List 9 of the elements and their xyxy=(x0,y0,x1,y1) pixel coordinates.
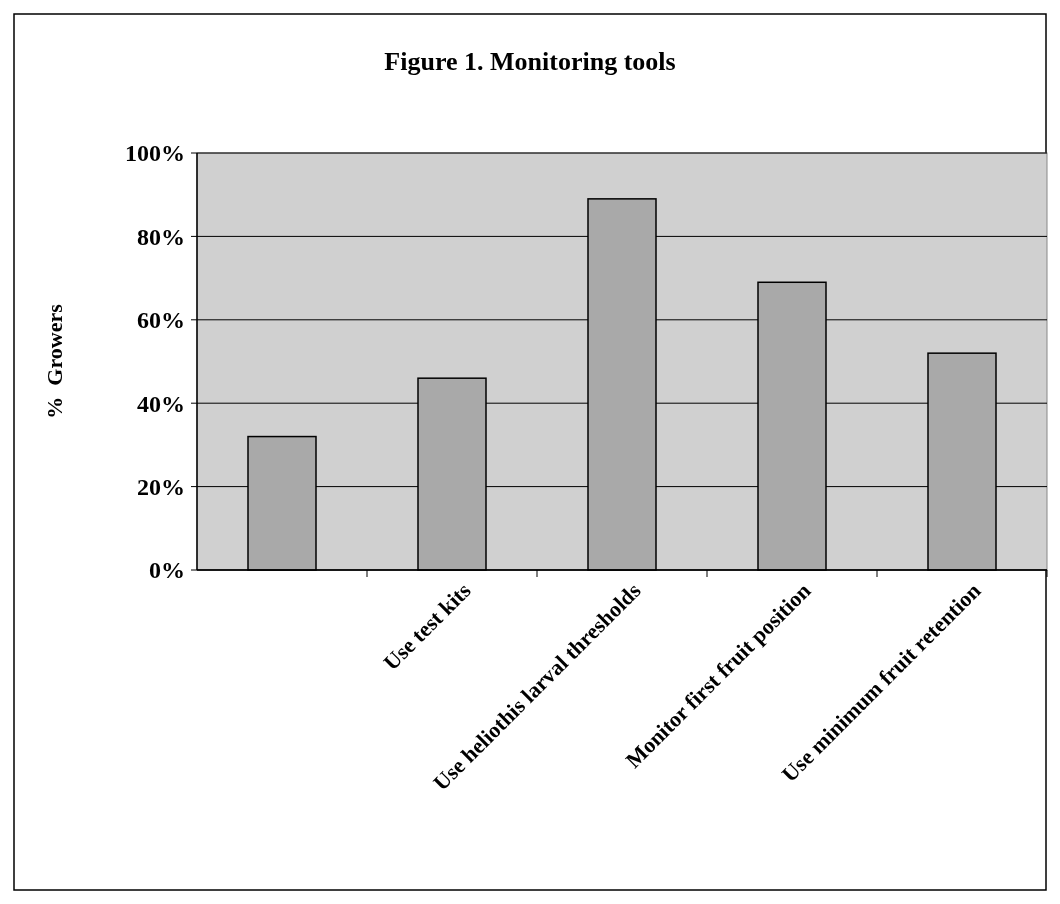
y-axis-title: % Growers xyxy=(42,303,67,419)
y-tick-label: 40% xyxy=(137,390,185,417)
y-tick-label: 80% xyxy=(137,223,185,250)
y-tick-label: 100% xyxy=(125,140,185,167)
x-tick-label: Use test kits xyxy=(378,577,476,676)
y-tick-label: 0% xyxy=(149,557,185,584)
y-tick-label: 20% xyxy=(137,474,185,500)
y-tick-label: 60% xyxy=(137,307,185,334)
chart-title: Figure 1. Monitoring tools xyxy=(384,47,676,76)
